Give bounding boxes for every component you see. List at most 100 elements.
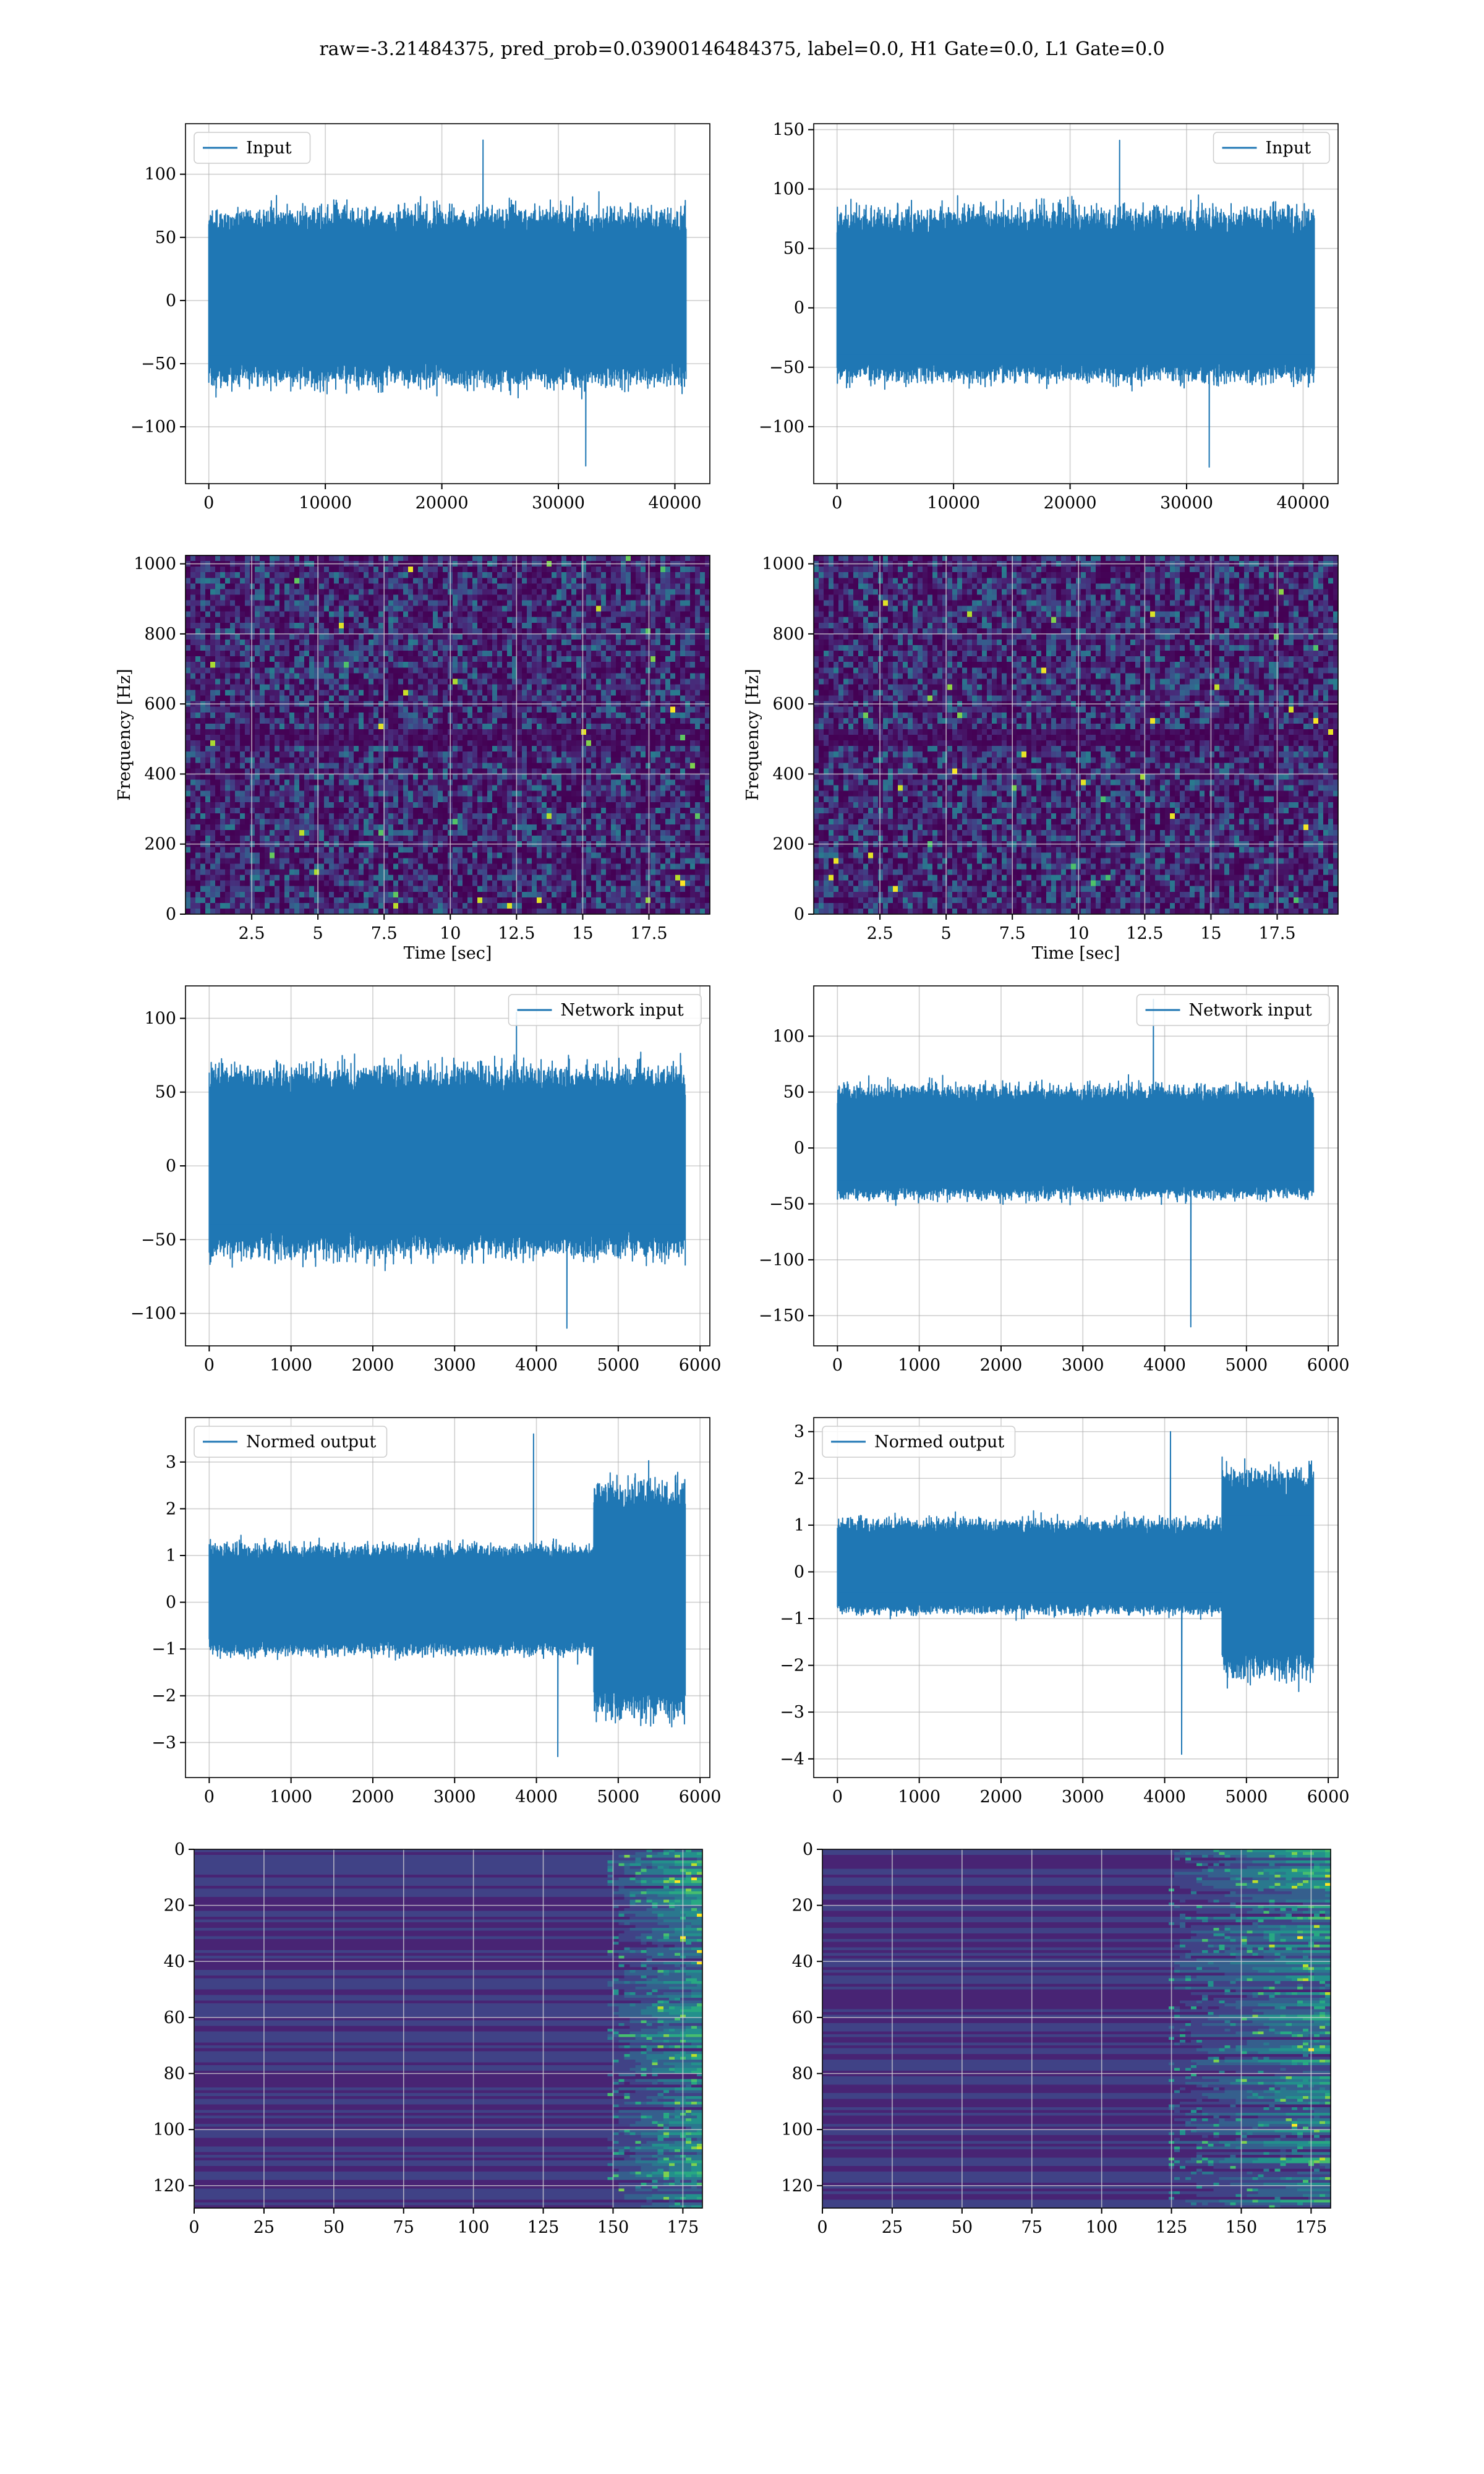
heat-cell <box>314 589 320 596</box>
heat-cell <box>383 633 389 640</box>
heat-cell <box>319 673 325 679</box>
heat-cell <box>349 662 354 668</box>
heat-cell <box>438 763 443 769</box>
heat-cell <box>408 802 414 808</box>
heat-cell <box>260 813 265 820</box>
heat-cell <box>522 611 527 618</box>
heat-cell <box>329 628 335 635</box>
heat-cell <box>467 600 473 607</box>
heat-cell <box>527 611 532 618</box>
heat-cell <box>611 622 616 629</box>
heat-cell <box>477 656 483 662</box>
x-tick-label: 20000 <box>1044 494 1097 513</box>
heat-cell <box>260 662 265 668</box>
heat-cell <box>695 606 701 612</box>
heat-cell <box>542 757 547 763</box>
heat-cell <box>284 667 290 674</box>
heat-cell <box>428 678 433 685</box>
heat-cell <box>200 583 206 589</box>
heat-cell <box>190 717 196 724</box>
heat-cell <box>502 735 508 741</box>
heat-cell <box>591 667 597 674</box>
heat-cell <box>225 785 231 792</box>
heat-cell <box>621 594 626 601</box>
heat-cell <box>621 751 626 758</box>
heat-cell <box>650 746 656 752</box>
heat-cell <box>403 796 409 803</box>
heat-cell <box>601 583 607 589</box>
heat-cell <box>537 678 542 685</box>
heat-cell <box>294 594 300 601</box>
heat-cell <box>596 572 602 578</box>
heat-cell <box>309 712 315 719</box>
heat-cell <box>250 651 255 657</box>
heat-cell <box>552 633 557 640</box>
heat-cell <box>388 774 394 781</box>
heat-cell <box>329 779 335 786</box>
heat-cell <box>472 678 478 685</box>
heat-cell <box>670 763 676 769</box>
heat-cell <box>532 617 537 623</box>
heat-cell <box>492 600 498 607</box>
heat-cell <box>547 606 552 612</box>
heat-cell <box>532 622 537 629</box>
heat-cell <box>507 802 513 808</box>
heat-cell <box>542 639 547 646</box>
heat-cell <box>359 555 364 562</box>
heat-cell <box>631 667 636 674</box>
heat-cell <box>561 695 567 702</box>
heat-cell <box>685 695 691 702</box>
heat-cell <box>453 594 458 601</box>
heat-cell <box>492 807 498 814</box>
heat-cell <box>641 690 646 696</box>
heat-cell <box>334 740 339 747</box>
heat-cell <box>339 796 344 803</box>
heat-cell <box>537 712 542 719</box>
heat-cell <box>522 606 527 612</box>
heat-cell <box>324 594 330 601</box>
heat-cell <box>354 583 359 589</box>
heat-cell <box>517 639 522 646</box>
heat-cell <box>556 667 562 674</box>
heat-cell <box>646 567 651 573</box>
heat-cell <box>537 617 542 623</box>
heat-cell <box>463 639 468 646</box>
heat-cell <box>334 572 339 578</box>
heat-cell <box>240 768 245 775</box>
heat-cell <box>245 768 250 775</box>
heat-cell <box>611 555 616 562</box>
heat-cell <box>556 751 562 758</box>
heat-cell <box>680 684 686 691</box>
heat-cell <box>458 729 463 735</box>
heat-cell <box>571 651 577 657</box>
heat-cell <box>413 555 419 562</box>
heat-cell <box>665 695 671 702</box>
heat-cell <box>517 583 522 589</box>
heat-cell <box>398 735 404 741</box>
heat-cell <box>270 639 275 646</box>
heat-cell <box>527 802 532 808</box>
heat-cell <box>383 651 389 657</box>
heat-cell <box>497 639 503 646</box>
heat-cell <box>547 583 552 589</box>
heat-cell <box>438 555 443 562</box>
heat-cell <box>670 611 676 618</box>
heat-cell <box>255 606 260 612</box>
heat-cell <box>393 746 399 752</box>
heat-cell <box>279 583 285 589</box>
heat-cell <box>250 678 255 685</box>
heat-cell <box>685 790 691 797</box>
heat-cell <box>428 757 433 763</box>
heat-cell <box>195 807 201 814</box>
heat-cell <box>373 589 379 596</box>
heat-cell <box>621 757 626 763</box>
heat-cell <box>596 555 602 562</box>
heat-cell <box>472 651 478 657</box>
heat-cell <box>225 684 231 691</box>
heat-cell <box>542 583 547 589</box>
heat-cell <box>265 746 270 752</box>
heat-cell <box>270 729 275 735</box>
heat-cell <box>289 779 295 786</box>
heat-cell <box>472 740 478 747</box>
heat-cell <box>403 633 409 640</box>
